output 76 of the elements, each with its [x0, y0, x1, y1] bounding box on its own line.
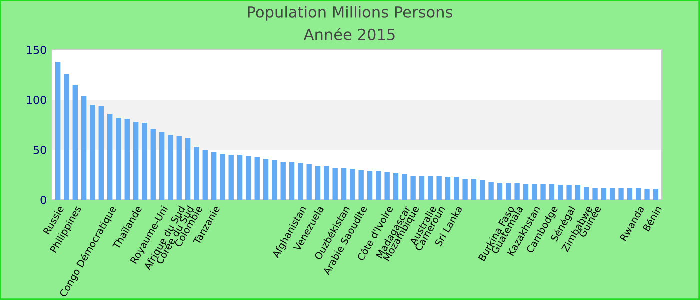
bar [228, 155, 234, 200]
bar [471, 179, 477, 200]
bar [514, 183, 520, 200]
bar [124, 119, 130, 200]
bar [419, 176, 425, 200]
bar [618, 188, 624, 200]
bar [98, 106, 104, 200]
bar [428, 176, 434, 200]
chart-subtitle: Année 2015 [304, 28, 395, 40]
bar [566, 185, 572, 200]
bar [480, 180, 486, 200]
bar [540, 184, 546, 200]
bar [601, 188, 607, 200]
bar [402, 174, 408, 200]
bar [246, 156, 252, 200]
bar [168, 135, 174, 200]
bar [410, 176, 416, 200]
bar [254, 157, 260, 200]
bar [272, 160, 278, 200]
bar [393, 173, 399, 200]
bar [176, 136, 182, 200]
bar [584, 187, 590, 200]
bar [90, 105, 96, 200]
bar [445, 177, 451, 200]
bar [159, 132, 165, 200]
bar [592, 188, 598, 200]
bar [367, 171, 373, 200]
bar [150, 129, 156, 200]
bar [142, 123, 148, 200]
bar [185, 138, 191, 200]
bar [636, 188, 642, 200]
bar [332, 168, 338, 200]
bar [454, 177, 460, 200]
bar [488, 182, 494, 200]
bar [280, 162, 286, 200]
bar [644, 189, 650, 200]
bar [64, 74, 70, 200]
y-tick-label: 50 [34, 146, 46, 154]
bar [358, 170, 364, 200]
bar [194, 147, 200, 200]
bar [237, 155, 243, 200]
bar [81, 96, 87, 200]
bar [558, 185, 564, 200]
bar [575, 185, 581, 200]
bar [350, 169, 356, 200]
bar [306, 164, 312, 200]
bar [289, 162, 295, 200]
y-tick-label: 150 [27, 46, 46, 54]
chart-title: Population Millions Persons [248, 6, 452, 21]
bar [263, 159, 269, 200]
bar [506, 183, 512, 200]
bar [72, 85, 78, 200]
bar [341, 168, 347, 200]
bar [627, 188, 633, 200]
y-tick-label: 100 [27, 96, 46, 104]
bar [315, 166, 321, 200]
bar [298, 163, 304, 200]
bar [610, 188, 616, 200]
bar [211, 152, 217, 200]
bar [220, 154, 226, 200]
bar [653, 189, 659, 200]
y-tick-label: 0 [40, 196, 46, 204]
bar [107, 114, 113, 200]
bar [116, 118, 122, 200]
bar [376, 171, 382, 200]
bar [324, 166, 330, 200]
bar [384, 172, 390, 200]
bar [462, 179, 468, 200]
bar [549, 184, 555, 200]
bar [523, 184, 529, 200]
bar [55, 62, 61, 200]
bar [497, 183, 503, 200]
bar [202, 150, 208, 200]
bar [133, 122, 139, 200]
bar [532, 184, 538, 200]
bar [436, 176, 442, 200]
